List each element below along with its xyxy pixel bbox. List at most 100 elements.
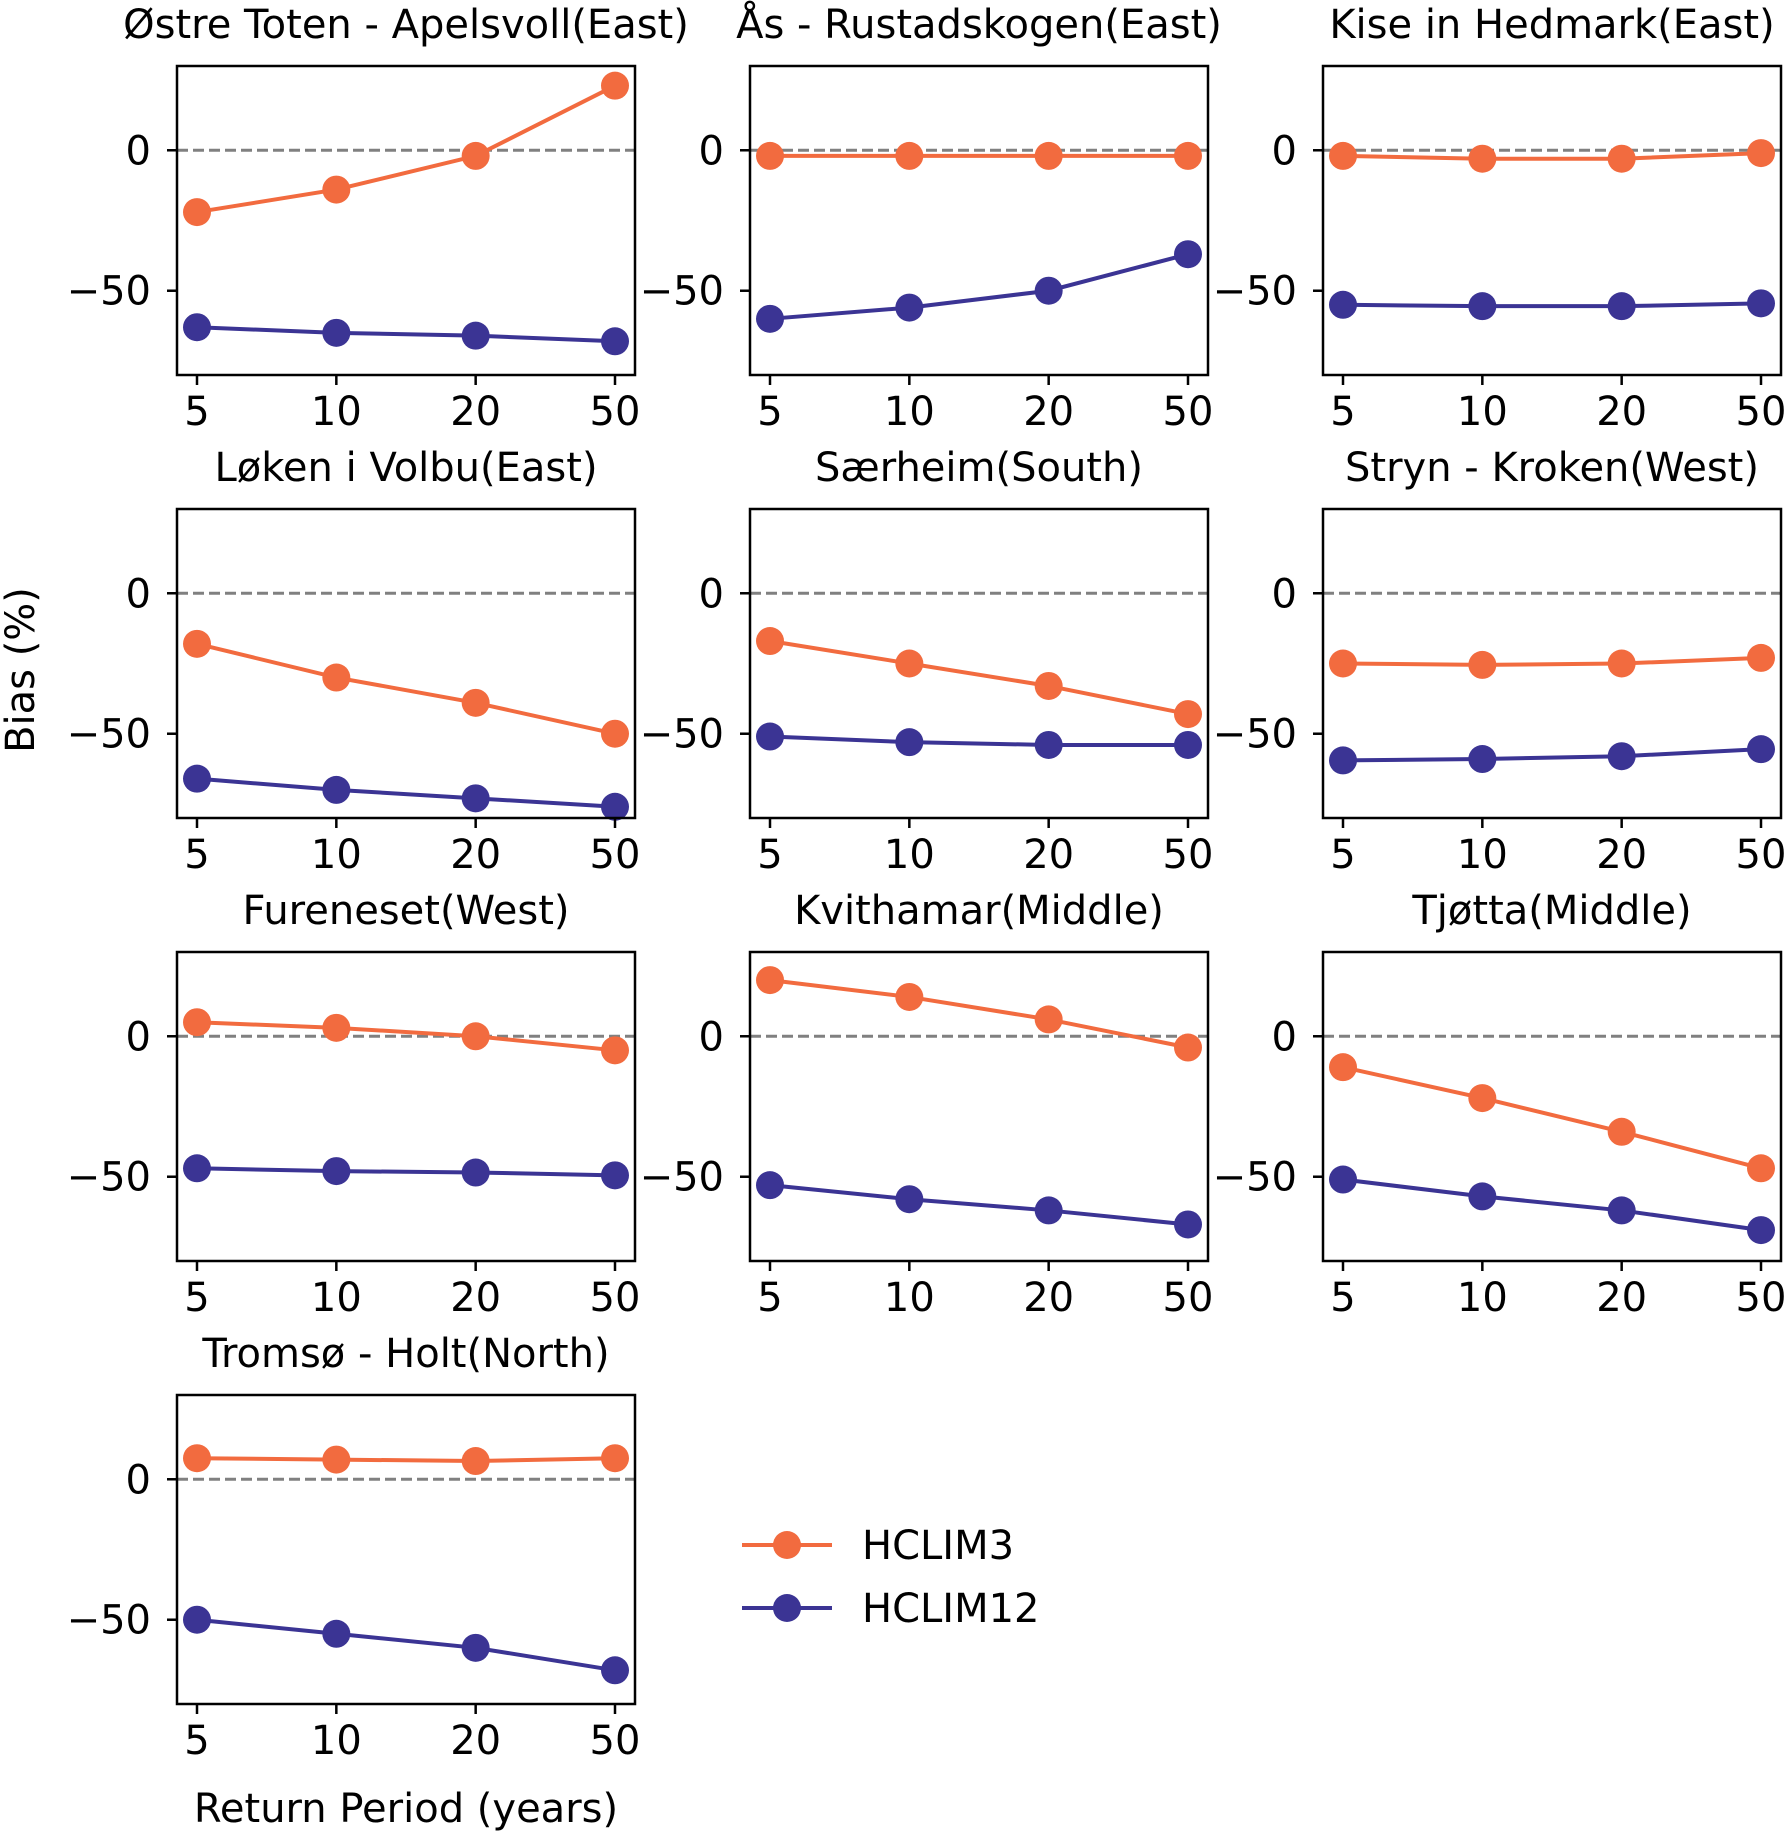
data-point	[1329, 290, 1357, 319]
data-point	[183, 1605, 211, 1634]
series-line	[196, 1617, 616, 1673]
data-point	[461, 784, 490, 813]
data-point	[461, 141, 490, 170]
x-tick-label: 50	[1163, 389, 1214, 435]
data-point	[1034, 730, 1063, 759]
data-point	[1468, 650, 1497, 679]
x-tick-label: 5	[184, 1718, 209, 1764]
series-line	[196, 1456, 616, 1464]
panel: Kvithamar(Middle) 5 10 20 50 0 −50	[640, 888, 1214, 1321]
data-point	[1174, 730, 1202, 759]
x-tick-label: 50	[1163, 832, 1214, 878]
panel: Tromsø - Holt(North) 5 10 20 50 0 −50	[67, 1331, 641, 1764]
panel: Fureneset(West) 5 10 20 50 0 −50	[67, 888, 641, 1321]
data-point	[322, 1445, 351, 1474]
data-point	[601, 792, 629, 821]
x-axis-label: Return Period (years)	[194, 1786, 618, 1832]
data-point	[322, 1619, 351, 1648]
data-point	[1747, 735, 1775, 764]
series-line	[769, 978, 1189, 1050]
y-tick-label: 0	[699, 1014, 724, 1060]
data-point	[1174, 141, 1202, 170]
x-tick-label: 50	[590, 389, 641, 435]
data-point	[461, 1447, 490, 1476]
panel-title: Løken i Volbu(East)	[214, 445, 597, 491]
x-tick-label: 10	[311, 832, 362, 878]
data-point	[895, 141, 924, 170]
x-tick-label: 20	[1023, 1275, 1074, 1321]
panel: Kise in Hedmark(East) 5 10 20 50 0 −50	[1213, 2, 1787, 435]
series-line	[196, 776, 616, 809]
data-point	[1174, 1210, 1202, 1239]
x-tick-label: 5	[184, 1275, 209, 1321]
data-point	[322, 318, 351, 347]
panel-title: Fureneset(West)	[243, 888, 570, 934]
y-tick-label: −50	[640, 1155, 724, 1201]
x-tick-label: 10	[1457, 832, 1508, 878]
data-point	[1607, 144, 1636, 173]
series-line	[196, 1166, 616, 1178]
axes-frame	[748, 64, 1210, 377]
series-line	[1342, 301, 1762, 309]
x-tick-label: 5	[184, 389, 209, 435]
y-tick-label: −50	[640, 269, 724, 315]
x-tick-label: 10	[884, 389, 935, 435]
axes-frame	[748, 950, 1210, 1263]
axes-frame	[1321, 64, 1783, 377]
axes-frame	[175, 64, 637, 377]
series-line	[769, 1183, 1189, 1227]
y-tick-label: 0	[1272, 571, 1297, 617]
data-point	[1607, 649, 1636, 678]
x-tick-label: 20	[450, 1718, 501, 1764]
data-point	[1174, 700, 1202, 729]
x-tick-label: 10	[311, 389, 362, 435]
data-point	[601, 71, 629, 100]
series-line	[1342, 1065, 1762, 1171]
panel-title: Tjøtta(Middle)	[1411, 888, 1691, 934]
x-tick-label: 20	[1596, 389, 1647, 435]
data-point	[1607, 742, 1636, 771]
data-point	[461, 1022, 490, 1051]
data-point	[1747, 643, 1775, 672]
x-tick-label: 10	[311, 1718, 362, 1764]
data-point	[1468, 292, 1497, 321]
panel-title: Særheim(South)	[815, 445, 1143, 491]
y-tick-label: 0	[126, 1457, 151, 1503]
series-line	[1342, 655, 1762, 667]
x-tick-label: 20	[450, 389, 501, 435]
panel-title: Kise in Hedmark(East)	[1329, 2, 1774, 48]
x-tick-label: 20	[1023, 389, 1074, 435]
data-point	[461, 1158, 490, 1187]
x-tick-label: 5	[1330, 832, 1355, 878]
series-line	[769, 252, 1189, 321]
data-point	[1034, 141, 1063, 170]
data-point	[601, 1444, 629, 1473]
data-point	[1607, 292, 1636, 321]
legend: HCLIM3 HCLIM12	[742, 1523, 1040, 1632]
x-tick-label: 10	[311, 1275, 362, 1321]
axes-frame	[175, 1393, 637, 1706]
data-point	[1034, 1005, 1063, 1034]
y-tick-label: −50	[1213, 1155, 1297, 1201]
panel: Løken i Volbu(East) 5 10 20 50 0 −50	[67, 445, 641, 878]
y-tick-label: −50	[67, 1598, 151, 1644]
y-axis-label: Bias (%)	[0, 587, 44, 753]
panel-title: Østre Toten - Apelsvoll(East)	[123, 2, 689, 48]
x-tick-label: 10	[1457, 389, 1508, 435]
data-point	[183, 629, 211, 658]
data-point	[1034, 276, 1063, 305]
x-tick-label: 50	[1736, 389, 1787, 435]
series-line	[196, 641, 616, 736]
x-tick-label: 5	[757, 389, 782, 435]
legend-label: HCLIM3	[862, 1523, 1014, 1569]
x-tick-label: 20	[450, 832, 501, 878]
series-line	[1342, 747, 1762, 763]
panel: Ås - Rustadskogen(East) 5 10 20 50 0 −50	[640, 0, 1222, 435]
data-point	[601, 1656, 629, 1685]
x-tick-label: 50	[590, 832, 641, 878]
data-point	[1747, 289, 1775, 318]
series-line	[196, 83, 616, 215]
axes-frame	[1321, 507, 1783, 820]
y-tick-label: −50	[67, 712, 151, 758]
